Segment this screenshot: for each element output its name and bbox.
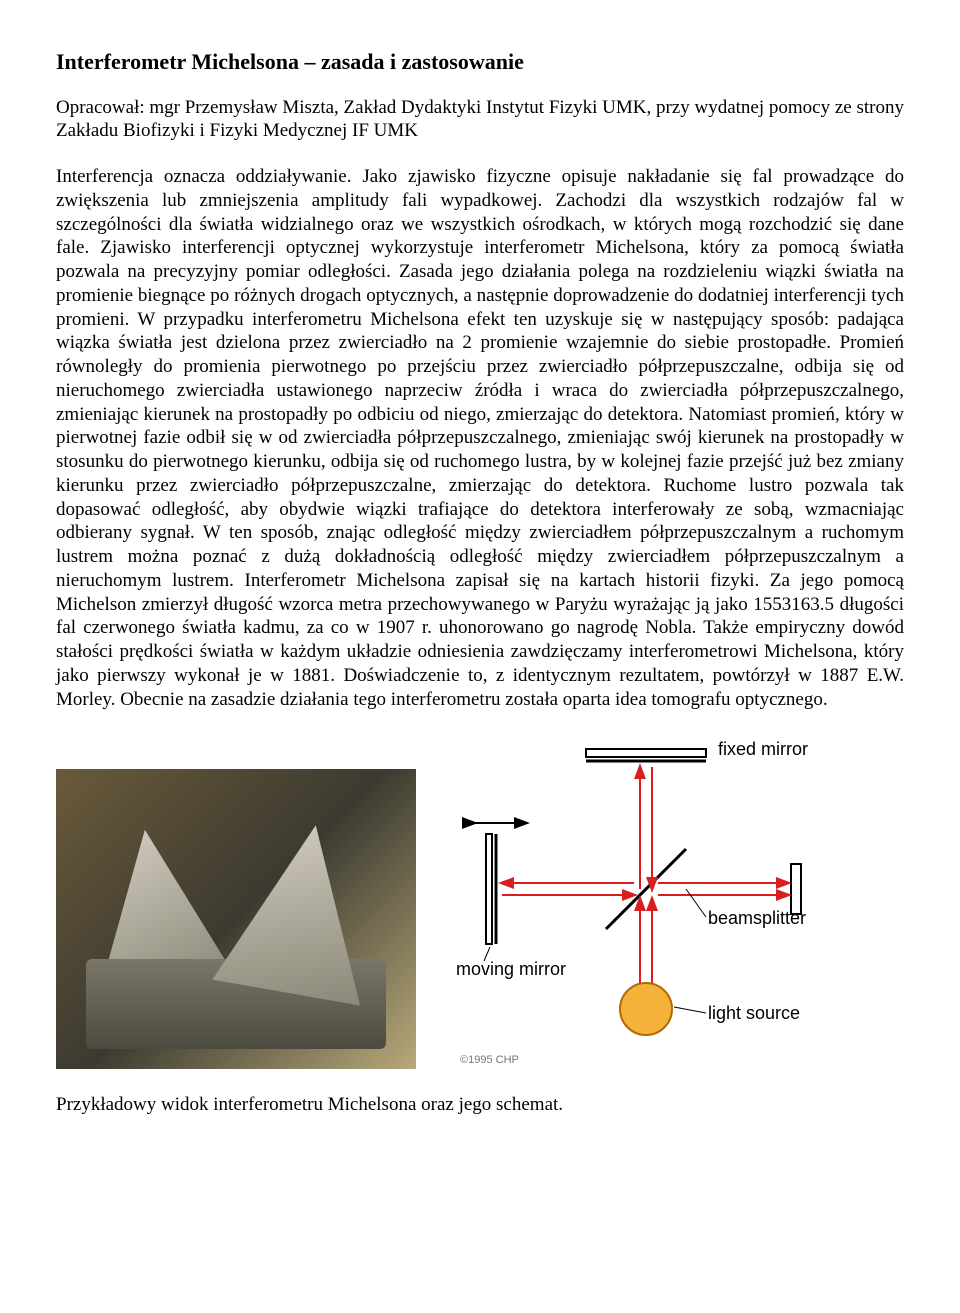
diagram-copyright: ©1995 CHP (460, 1054, 519, 1068)
michelson-schematic: fixed mirror moving mirror beamsplitter … (456, 739, 836, 1069)
label-beamsplitter: beamsplitter (708, 908, 806, 928)
label-fixed-mirror: fixed mirror (718, 739, 808, 759)
light-source-icon (620, 983, 672, 1035)
beamsplitter (606, 849, 686, 929)
interferometer-photo (56, 769, 416, 1069)
label-moving-mirror-1: moving mirror (456, 959, 566, 979)
page-title: Interferometr Michelsona – zasada i zast… (56, 48, 904, 76)
photo-base (86, 959, 386, 1049)
fixed-mirror (586, 749, 706, 757)
figure-caption: Przykładowy widok interferometru Michels… (56, 1093, 904, 1117)
label-light-source: light source (708, 1003, 800, 1023)
detector (791, 864, 801, 914)
author-line: Opracował: mgr Przemysław Miszta, Zakład… (56, 96, 904, 144)
figure-row: fixed mirror moving mirror beamsplitter … (56, 739, 904, 1069)
moving-mirror (486, 834, 492, 944)
body-paragraph: Interferencja oznacza oddziaływanie. Jak… (56, 165, 904, 711)
schematic-svg: fixed mirror moving mirror beamsplitter … (456, 739, 836, 1069)
